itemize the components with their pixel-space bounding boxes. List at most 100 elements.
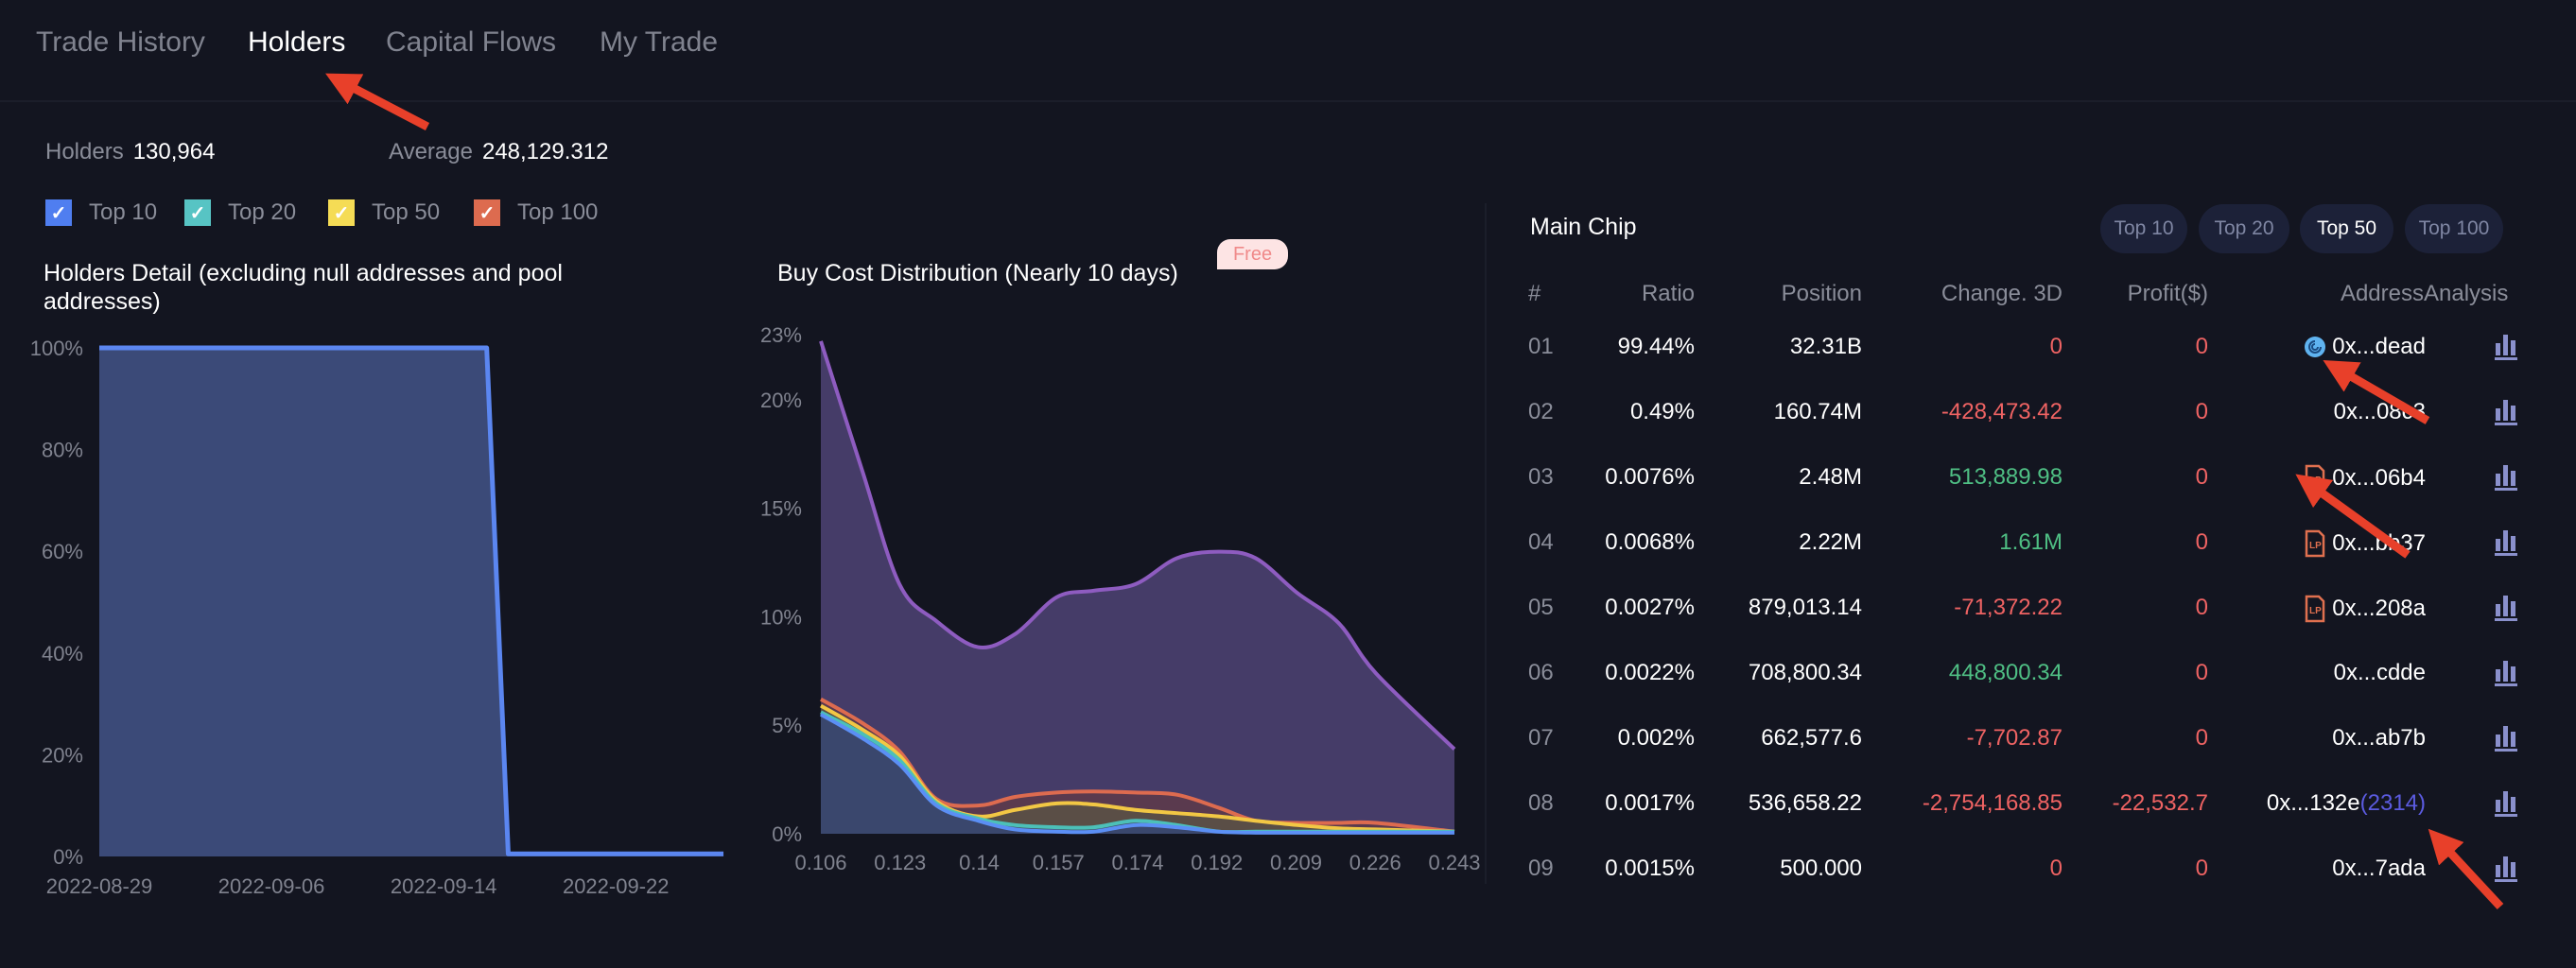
position: 2.22M <box>1799 529 1862 555</box>
address-link[interactable]: 0x...dead <box>2332 334 2426 359</box>
tab-trade-history[interactable]: Trade History <box>36 26 205 58</box>
main-chip-top-100-button[interactable]: Top 100 <box>2405 204 2503 253</box>
buy-cost-chart: 0% 5% 10% 15% 20% 23% 0.106 0.123 0.14 0.157 0.174… <box>760 323 1481 874</box>
analysis-button[interactable] <box>2493 593 2519 628</box>
checkbox-checked-icon[interactable]: ✓ <box>474 199 500 226</box>
filter-label: Top 50 <box>372 199 441 225</box>
tab-holders[interactable]: Holders <box>248 26 346 58</box>
analysis-button[interactable] <box>2493 527 2519 562</box>
address-cell: LP 0x...208a <box>2304 595 2426 623</box>
y-tick-label: 60% <box>42 540 83 563</box>
col-address: Address <box>2340 281 2424 306</box>
holders-detail-title: Holders Detail (excluding null addresses… <box>44 260 563 315</box>
address-cell: 0x...dead <box>2304 334 2426 360</box>
filter-top-100[interactable]: ✓ Top 100 <box>474 199 598 226</box>
x-tick-label: 0.123 <box>874 851 926 874</box>
address-link[interactable]: 0x...132e <box>2266 790 2360 816</box>
address-link[interactable]: 0x...7ada <box>2332 856 2426 881</box>
address-count[interactable]: (2314) <box>2359 790 2426 816</box>
filter-top-10[interactable]: ✓ Top 10 <box>45 199 157 226</box>
analysis-button[interactable] <box>2493 332 2519 367</box>
rank: 07 <box>1528 725 1554 751</box>
tab-capital-flows[interactable]: Capital Flows <box>386 26 557 58</box>
profit: 0 <box>2195 399 2208 424</box>
address-link[interactable]: 0x...208a <box>2332 596 2426 621</box>
x-tick-label: 2022-09-22 <box>563 874 670 898</box>
analysis-button[interactable] <box>2493 462 2519 497</box>
address-link[interactable]: 0x...06b4 <box>2332 465 2426 491</box>
filter-label: Top 100 <box>517 199 599 225</box>
y-tick-label: 23% <box>760 323 802 347</box>
y-tick-label: 20% <box>760 389 802 412</box>
profit: 0 <box>2195 725 2208 751</box>
svg-text:LP: LP <box>2309 606 2322 616</box>
profit: 0 <box>2195 334 2208 359</box>
col-position: Position <box>1781 281 1862 306</box>
lp-pool-icon: LP <box>2306 529 2325 558</box>
bar-chart-icon <box>2495 465 2517 491</box>
profit: 0 <box>2195 595 2208 620</box>
header-divider <box>0 100 2576 102</box>
series-line <box>819 340 1456 751</box>
series-area <box>821 714 1454 834</box>
checkbox-checked-icon[interactable]: ✓ <box>45 199 72 226</box>
position: 708,800.34 <box>1748 660 1862 685</box>
main-chip-top-10-button[interactable]: Top 10 <box>2100 204 2187 253</box>
checkbox-checked-icon[interactable]: ✓ <box>184 199 211 226</box>
address-link[interactable]: 0x...08c3 <box>2333 399 2426 424</box>
change-3d: -7,702.87 <box>1966 725 2063 751</box>
change-3d: -2,754,168.85 <box>1922 790 2063 816</box>
profit: -22,532.7 <box>2112 790 2208 816</box>
svg-text:LP: LP <box>2309 475 2322 486</box>
holders-value: 130,964 <box>132 139 216 164</box>
address-link[interactable]: 0x...bb37 <box>2332 530 2426 556</box>
address-link[interactable]: 0x...cdde <box>2333 660 2426 685</box>
checkbox-checked-icon[interactable]: ✓ <box>328 199 355 226</box>
profit: 0 <box>2195 464 2208 490</box>
x-tick-label: 0.243 <box>1428 851 1480 874</box>
col-change-3d: Change. 3D <box>1941 281 2063 306</box>
bar-chart-icon <box>2495 530 2517 556</box>
bar-chart-icon <box>2495 596 2517 621</box>
series-line <box>820 713 1454 835</box>
ratio: 0.0027% <box>1605 595 1695 620</box>
filter-top-20[interactable]: ✓ Top 20 <box>184 199 296 226</box>
analysis-button[interactable] <box>2493 788 2519 823</box>
holders-stat: Holders 130,964 <box>45 139 215 165</box>
ratio: 0.002% <box>1617 725 1695 751</box>
bar-chart-icon <box>2495 856 2517 882</box>
change-3d: 513,889.98 <box>1948 464 2063 490</box>
analysis-button[interactable] <box>2493 723 2519 758</box>
y-tick-label: 0% <box>53 845 83 869</box>
tab-my-trade[interactable]: My Trade <box>600 26 719 58</box>
filter-top-50[interactable]: ✓ Top 50 <box>328 199 440 226</box>
bar-chart-icon <box>2495 335 2517 360</box>
profit: 0 <box>2195 660 2208 685</box>
main-chip-top-20-button[interactable]: Top 20 <box>2199 204 2289 253</box>
free-badge: Free <box>1217 239 1288 269</box>
analysis-button[interactable] <box>2493 854 2519 889</box>
ratio: 0.0022% <box>1605 660 1695 685</box>
analysis-button[interactable] <box>2493 397 2519 432</box>
x-tick-label: 2022-08-29 <box>46 874 153 898</box>
main-chip-top-50-button[interactable]: Top 50 <box>2300 204 2393 253</box>
ratio: 0.49% <box>1629 399 1695 424</box>
address-link[interactable]: 0x...ab7b <box>2332 725 2426 751</box>
rank: 02 <box>1528 399 1554 424</box>
panel-divider <box>1485 203 1487 884</box>
address-cell: 0x...08c3 <box>2334 399 2426 425</box>
bar-chart-icon <box>2495 726 2517 752</box>
profit: 0 <box>2195 856 2208 881</box>
col-profit: Profit($) <box>2127 281 2208 306</box>
position: 536,658.22 <box>1748 790 1862 816</box>
change-3d: -71,372.22 <box>1954 595 2063 620</box>
y-tick-label: 40% <box>42 642 83 666</box>
analysis-button[interactable] <box>2493 658 2519 693</box>
y-tick-label: 5% <box>772 714 802 737</box>
series-area <box>821 340 1454 834</box>
buy-cost-title: Buy Cost Distribution (Nearly 10 days) <box>777 260 1178 286</box>
address-cell: LP 0x...06b4 <box>2304 464 2426 493</box>
address-cell: 0x...132e (2314) <box>2267 790 2426 817</box>
x-tick-label: 0.226 <box>1349 851 1401 874</box>
